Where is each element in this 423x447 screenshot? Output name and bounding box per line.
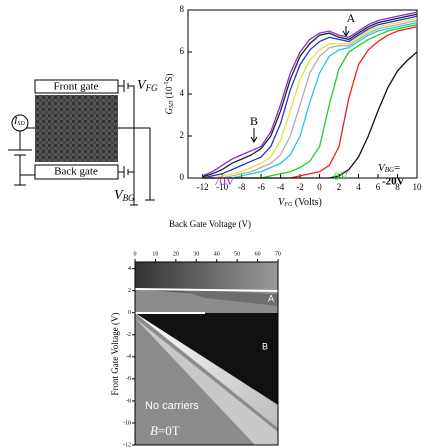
- back-gate-label: Back gate: [54, 166, 98, 178]
- y-tick-label: 2: [180, 130, 185, 140]
- heatmap-y-label: Front Gate Voltage (V): [110, 313, 120, 396]
- x-tick-label: 4: [356, 182, 361, 192]
- x-tick-label: 2: [337, 182, 342, 192]
- figure: Front gate Back gate VFG VBG ISD GSD (10…: [0, 0, 423, 447]
- fg-wire: [118, 80, 138, 205]
- annotation: B: [250, 114, 258, 128]
- y-tick-label: 0: [128, 310, 131, 316]
- x-tick-label: 40: [214, 251, 220, 257]
- x-tick-label: 20: [173, 251, 179, 257]
- field-value: =0T: [158, 423, 180, 438]
- isd-sub: SD: [17, 121, 25, 127]
- y-tick-label: -2: [126, 332, 131, 338]
- x-tick-label: -6: [257, 182, 265, 192]
- field-label: B=0T: [150, 423, 180, 438]
- x-tick-label: -2: [296, 182, 304, 192]
- bg-wire: [118, 166, 134, 178]
- line-plot-frame: [188, 10, 417, 178]
- x-tick-label: 50: [234, 251, 240, 257]
- line-x-label: VFG (Volts): [278, 197, 322, 208]
- y-tick-label: 4: [180, 88, 185, 98]
- vfg-sub: FG: [145, 83, 158, 93]
- field-b: B: [150, 423, 158, 438]
- heatmap-image: [135, 262, 278, 445]
- x-tick-label: -12: [197, 182, 209, 192]
- y-tick-label: 8: [180, 4, 185, 14]
- x-tick-label: 6: [376, 182, 381, 192]
- x-tick-label: -8: [238, 182, 246, 192]
- curve: [203, 52, 417, 178]
- y-tick-label: -6: [126, 376, 131, 382]
- y-label-s: S): [164, 73, 174, 81]
- vbg-ann-sub: BG: [385, 166, 394, 174]
- y-tick-label: 2: [128, 288, 131, 294]
- y-tick-label: -8: [126, 398, 131, 404]
- curve: [203, 23, 417, 178]
- line-y-label: GSD (10-5S): [164, 73, 175, 114]
- vbg-sub: BG: [123, 193, 135, 203]
- x-tick-label: 10: [152, 251, 158, 257]
- annotation: A: [347, 11, 356, 25]
- x-tick-label: 60: [255, 251, 261, 257]
- x-tick-label: -4: [277, 182, 285, 192]
- sd-wire: [118, 128, 155, 200]
- front-gate-label: Front gate: [54, 81, 99, 93]
- x-tick-label: 70: [275, 251, 281, 257]
- arrow-b: [251, 128, 257, 142]
- vbg-annotation: VBG=: [378, 162, 400, 174]
- vbg-ann-eq: =: [394, 162, 400, 174]
- annotation: No carriers: [145, 400, 199, 412]
- x-tick-label: 0: [317, 182, 322, 192]
- curve: [203, 18, 417, 178]
- heatmap-x-label: Back Gate Voltage (V): [169, 219, 251, 229]
- y-tick-label: -10: [123, 420, 131, 426]
- vbg-value: -20V: [382, 176, 405, 188]
- arrow-a: [343, 26, 349, 36]
- vbg-label: VBG: [114, 188, 135, 203]
- y-label-unit: (10: [164, 86, 174, 101]
- annotation: A: [268, 293, 274, 303]
- curve: [203, 16, 417, 178]
- y-tick-label: -12: [123, 442, 131, 447]
- x-tick-label: 30: [193, 251, 199, 257]
- annotation: B: [262, 341, 268, 351]
- annotation: 0V: [334, 169, 349, 183]
- channel: [35, 95, 118, 162]
- x-tick-label: 10: [413, 182, 423, 192]
- annotation: 70V: [214, 174, 235, 188]
- y-tick-label: 6: [180, 46, 185, 56]
- x-tick-label: 8: [395, 182, 400, 192]
- y-tick-label: -4: [126, 354, 131, 360]
- y-tick-label: 4: [128, 266, 131, 272]
- device-schematic: [8, 80, 155, 205]
- y-tick-label: 0: [180, 172, 185, 182]
- x-tick-label: 0: [134, 251, 137, 257]
- vfg-label: VFG: [137, 78, 158, 93]
- x-label-unit: (Volts): [292, 197, 322, 208]
